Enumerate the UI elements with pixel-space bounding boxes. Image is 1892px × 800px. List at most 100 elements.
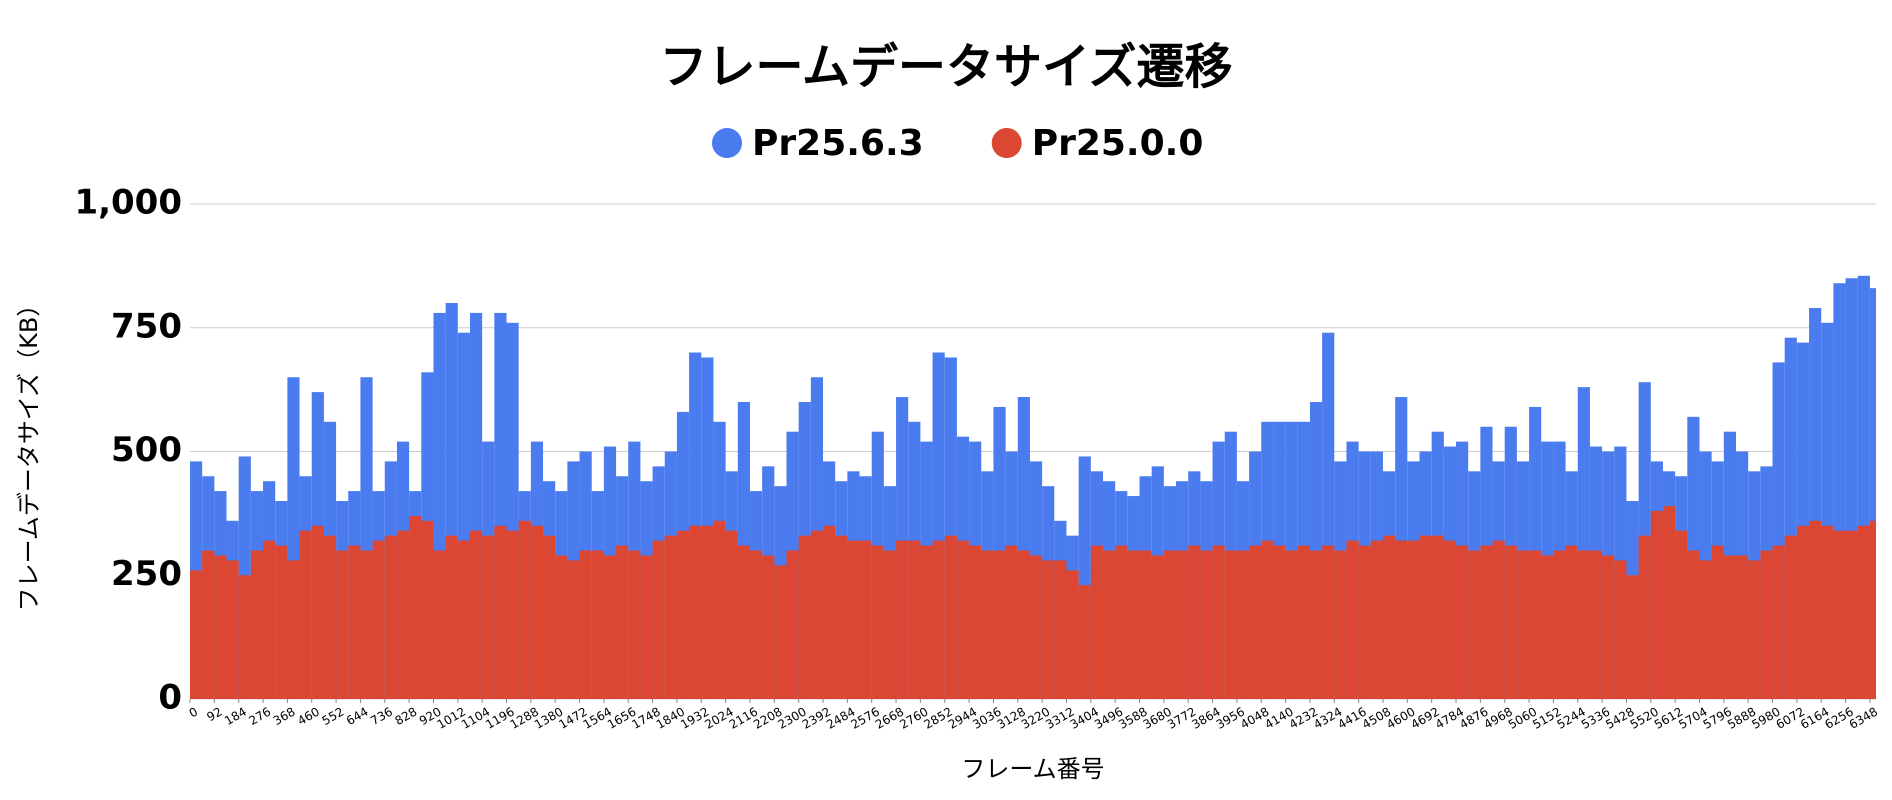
- bar: [1102, 550, 1116, 699]
- bar: [1589, 550, 1603, 699]
- bar: [1857, 525, 1870, 699]
- bar: [1395, 540, 1408, 699]
- bar: [810, 530, 824, 699]
- bar: [847, 540, 860, 699]
- bar: [981, 550, 994, 699]
- bar: [1650, 510, 1663, 699]
- bar: [932, 540, 945, 699]
- x-tick-label: 460: [295, 705, 322, 729]
- bar: [1456, 545, 1469, 699]
- bar: [956, 540, 970, 699]
- bar: [1090, 545, 1103, 699]
- bar: [384, 535, 397, 699]
- bar: [555, 555, 568, 699]
- y-axis-title: フレームデータサイズ（KB）: [15, 293, 43, 612]
- bar: [908, 540, 921, 699]
- bar: [786, 550, 799, 699]
- bar: [360, 550, 373, 699]
- bar: [676, 530, 690, 699]
- bar: [652, 540, 665, 699]
- bar: [1711, 545, 1724, 699]
- bar: [640, 555, 653, 699]
- bar: [1565, 545, 1578, 699]
- bar: [616, 545, 629, 699]
- bar: [1334, 550, 1347, 699]
- x-tick-label: 736: [368, 705, 395, 729]
- bar: [190, 570, 203, 699]
- bar: [336, 550, 349, 699]
- bar: [1662, 505, 1676, 699]
- bar: [263, 540, 276, 699]
- y-tick-label: 1,000: [74, 183, 182, 223]
- bar: [774, 565, 787, 699]
- bar: [1407, 540, 1420, 699]
- bar: [1553, 550, 1566, 699]
- bar: [1309, 550, 1323, 699]
- bar: [1869, 520, 1876, 699]
- bar: [689, 525, 702, 699]
- x-axis-title: フレーム番号: [961, 755, 1104, 783]
- bar: [762, 555, 775, 699]
- bar: [1212, 545, 1225, 699]
- bar: [1115, 545, 1128, 699]
- bar: [275, 545, 288, 699]
- bar: [202, 550, 215, 699]
- legend-label: Pr25.0.0: [1032, 123, 1204, 164]
- bar: [323, 535, 337, 699]
- bar: [944, 535, 957, 699]
- bar: [1504, 545, 1517, 699]
- bar: [823, 525, 836, 699]
- bar: [1017, 550, 1030, 699]
- bar: [1602, 555, 1615, 699]
- bar: [348, 545, 361, 699]
- bar: [1419, 535, 1432, 699]
- bar: [1809, 520, 1822, 699]
- bar: [299, 530, 312, 699]
- bar: [1382, 535, 1396, 699]
- bar: [1784, 535, 1797, 699]
- bar: [1492, 540, 1505, 699]
- x-tick-label: 0: [187, 705, 201, 721]
- bar: [1760, 550, 1773, 699]
- x-tick-label: 368: [271, 705, 298, 729]
- bar: [859, 540, 872, 699]
- bar: [1285, 550, 1298, 699]
- bar: [993, 550, 1006, 699]
- bar: [798, 535, 811, 699]
- bar: [1736, 555, 1749, 699]
- y-tick-label: 750: [111, 306, 182, 346]
- bar: [1821, 525, 1834, 699]
- bar: [725, 530, 738, 699]
- x-tick-label: 552: [319, 705, 346, 729]
- bar: [214, 555, 227, 699]
- bar: [1772, 545, 1785, 699]
- bar: [1054, 560, 1067, 699]
- bar: [1236, 550, 1250, 699]
- bar: [457, 540, 470, 699]
- bar: [482, 535, 495, 699]
- bar: [896, 540, 909, 699]
- bar: [1626, 575, 1639, 699]
- bar: [1176, 550, 1189, 699]
- bar: [1833, 530, 1846, 699]
- bar: [1078, 585, 1091, 699]
- bar: [1480, 545, 1493, 699]
- x-tick-label: 184: [222, 705, 249, 729]
- bar: [250, 550, 264, 699]
- bar: [1443, 540, 1457, 699]
- bar: [433, 550, 446, 699]
- bar: [1249, 545, 1262, 699]
- y-tick-label: 500: [111, 430, 182, 470]
- bar: [1796, 525, 1810, 699]
- bar: [1273, 545, 1286, 699]
- bar: [421, 520, 434, 699]
- bar: [1224, 550, 1237, 699]
- bar: [749, 550, 763, 699]
- bar: [1200, 550, 1213, 699]
- bar: [1151, 555, 1164, 699]
- bar: [1699, 560, 1712, 699]
- x-tick-label: 644: [344, 705, 371, 729]
- plot-area: [190, 275, 1876, 699]
- bar: [591, 550, 604, 699]
